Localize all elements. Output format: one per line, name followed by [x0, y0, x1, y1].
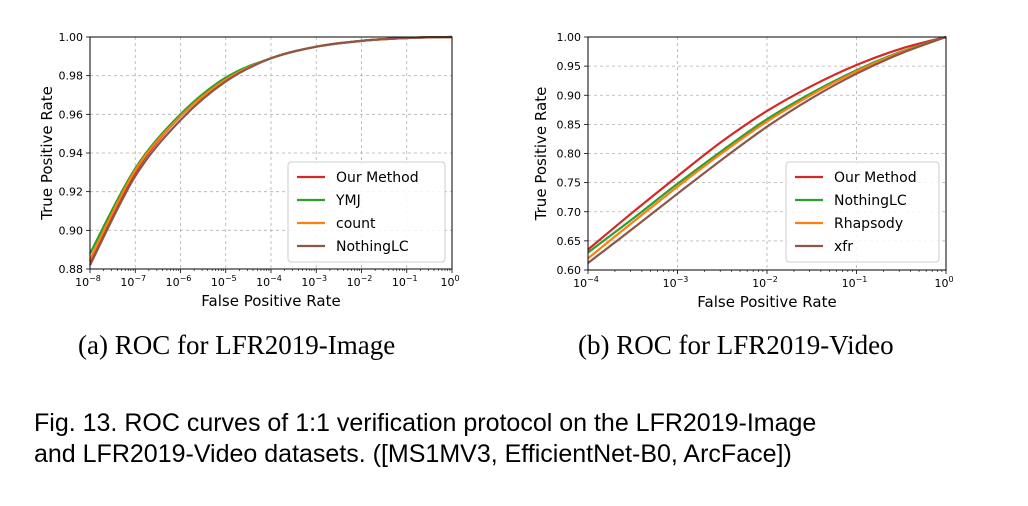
y-tick-label: 0.92	[59, 186, 84, 199]
x-tick-label: 10−8	[75, 274, 101, 289]
legend-entry: Our Method	[336, 170, 419, 186]
x-axis-label: False Positive Rate	[697, 293, 836, 311]
y-tick-label: 0.65	[557, 235, 582, 248]
x-tick-label: 10−6	[166, 274, 192, 289]
x-tick-label: 100	[934, 275, 953, 290]
chart-lfr2019-video: 10−4 10−3 10−2 10−1 1000.600.650.700.750.800…	[532, 31, 954, 311]
x-tick-label: 10−1	[392, 274, 418, 289]
x-ticks: 10−4 10−3 10−2 10−1 100	[573, 270, 954, 290]
legend-entry: xfr	[834, 239, 853, 255]
y-tick-label: 0.96	[59, 108, 84, 121]
y-tick-label: 0.94	[59, 147, 84, 160]
y-tick-label: 0.85	[557, 118, 582, 131]
y-tick-label: 1.00	[59, 31, 84, 44]
legend: Our Method NothingLC Rhapsody xfr	[785, 161, 940, 263]
legend-entry: Rhapsody	[834, 216, 903, 232]
legend-box	[785, 161, 940, 263]
x-tick-label: 10−5	[211, 274, 237, 289]
subcaption-a: (a) ROC for LFR2019-Image	[78, 330, 396, 360]
y-tick-label: 0.90	[59, 224, 84, 237]
x-tick-label: 10−4	[256, 274, 282, 289]
y-tick-label: 0.95	[557, 60, 582, 73]
x-tick-label: 10−4	[573, 275, 599, 290]
figure-caption-line-1: Fig. 13. ROC curves of 1:1 verification …	[34, 409, 817, 437]
grid	[89, 36, 453, 270]
legend-entry: count	[336, 216, 376, 232]
figure-caption: Fig. 13. ROC curves of 1:1 verification …	[34, 408, 1024, 470]
series-line-rhapsody	[587, 35, 947, 260]
y-tick-label: 0.75	[557, 177, 582, 190]
x-tick-label: 10−2	[347, 274, 373, 289]
y-tick-label: 0.88	[59, 263, 84, 276]
x-tick-label: 10−3	[301, 274, 327, 289]
y-tick-label: 0.98	[59, 70, 84, 83]
x-tick-label: 10−2	[752, 275, 778, 290]
chart-lfr2019-image: 10−8 10−7 10−6 10−5 10−4 10−3 10−2 10−1 1000.880…	[38, 31, 460, 310]
x-tick-label: 10−7	[120, 274, 146, 289]
y-axis-label: True Positive Rate	[38, 86, 56, 221]
y-tick-label: 0.60	[557, 264, 582, 277]
y-axis-label: True Positive Rate	[532, 87, 550, 222]
y-ticks: 0.88 0.90 0.92 0.94 0.96 0.98 1.00	[59, 31, 90, 276]
x-tick-label: 100	[440, 274, 459, 289]
legend-entry: NothingLC	[834, 193, 907, 209]
series-line-xfr	[587, 35, 947, 264]
x-ticks: 10−8 10−7 10−6 10−5 10−4 10−3 10−2 10−1 100	[75, 269, 460, 289]
series-line-our-method	[587, 35, 947, 251]
y-tick-label: 0.70	[557, 206, 582, 219]
x-axis-label: False Positive Rate	[201, 292, 340, 310]
y-tick-label: 0.90	[557, 89, 582, 102]
y-ticks: 0.60 0.65 0.70 0.75 0.80 0.85 0.90 0.95 1.00	[557, 31, 588, 277]
legend-entry: Our Method	[834, 170, 917, 186]
legend: Our Method YMJ count NothingLC	[287, 161, 446, 263]
y-tick-label: 1.00	[557, 31, 582, 44]
x-tick-label: 10−1	[842, 275, 868, 290]
figure-caption-line-2: and LFR2019-Video datasets. ([MS1MV3, Ef…	[34, 440, 792, 468]
series	[587, 35, 947, 264]
x-tick-label: 10−3	[663, 275, 689, 290]
legend-entry: YMJ	[335, 193, 361, 209]
series	[89, 35, 453, 266]
subcaption-b: (b) ROC for LFR2019-Video	[578, 330, 894, 360]
series-line-nothinglc	[89, 35, 453, 266]
y-tick-label: 0.80	[557, 148, 582, 161]
legend-entry: NothingLC	[336, 239, 409, 255]
legend-box	[287, 161, 446, 263]
